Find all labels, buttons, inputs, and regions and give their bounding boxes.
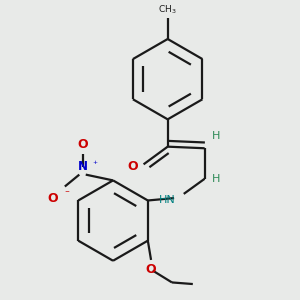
- Text: N: N: [77, 160, 88, 173]
- Text: H: H: [212, 174, 220, 184]
- Text: $^+$: $^+$: [91, 160, 98, 169]
- Text: CH$_3$: CH$_3$: [158, 3, 177, 16]
- Text: H: H: [212, 131, 220, 141]
- Text: $^-$: $^-$: [63, 188, 71, 196]
- Text: O: O: [48, 192, 58, 205]
- Text: O: O: [146, 263, 156, 276]
- Text: O: O: [127, 160, 138, 173]
- Text: HN: HN: [159, 195, 176, 205]
- Text: O: O: [77, 138, 88, 151]
